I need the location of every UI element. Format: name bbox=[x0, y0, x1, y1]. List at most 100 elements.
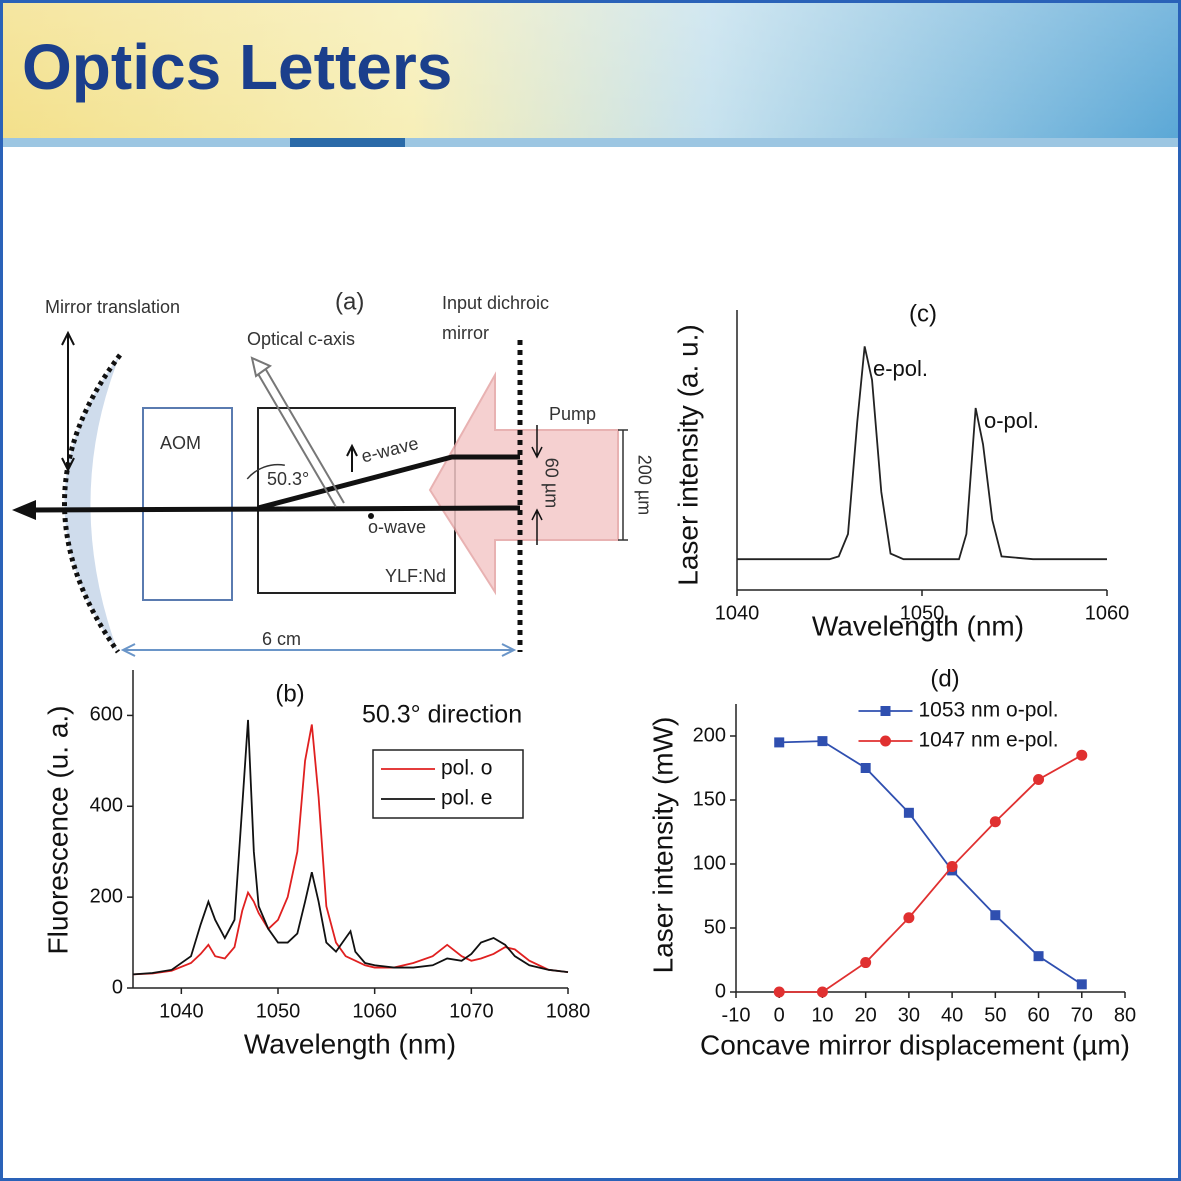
marker bbox=[1076, 749, 1088, 761]
y-tick-label: 0 bbox=[715, 980, 726, 1002]
input-mirror-label: mirror bbox=[442, 323, 489, 343]
legend-label: pol. e bbox=[441, 787, 492, 810]
y-axis-label: Fluorescence (u. a.) bbox=[42, 706, 73, 955]
c-axis-head bbox=[250, 356, 273, 378]
x-tick-label: 10 bbox=[811, 1004, 833, 1026]
x-tick-label: 1040 bbox=[715, 602, 760, 624]
beam-arrowhead bbox=[12, 500, 36, 520]
marker bbox=[1076, 979, 1087, 990]
translation-arrow bbox=[61, 330, 75, 473]
y-axis-label: Laser intensity (a. u.) bbox=[672, 324, 703, 585]
x-axis-label: Wavelength (nm) bbox=[244, 1028, 456, 1059]
marker bbox=[774, 737, 785, 748]
crystal-label: YLF:Nd bbox=[385, 566, 446, 586]
x-tick-label: 1060 bbox=[1085, 602, 1130, 624]
x-tick-label: 70 bbox=[1071, 1004, 1093, 1026]
marker bbox=[817, 736, 828, 747]
marker bbox=[816, 986, 828, 998]
x-tick-label: 1050 bbox=[900, 602, 945, 624]
x-tick-label: 20 bbox=[855, 1004, 877, 1026]
series-line bbox=[779, 740, 1083, 986]
pump-width-label: 200 µm bbox=[634, 455, 654, 515]
annotation: e-pol. bbox=[873, 356, 928, 381]
header-title: Optics Letters bbox=[22, 31, 452, 103]
legend-label: 1053 nm o-pol. bbox=[919, 699, 1059, 722]
e-beam bbox=[257, 454, 520, 511]
series-line bbox=[132, 719, 569, 976]
legend-marker bbox=[880, 735, 891, 747]
y-axis-label: Laser intensity (mW) bbox=[647, 717, 678, 974]
pump-arrow bbox=[428, 371, 619, 596]
x-axis-label: Concave mirror displacement (µm) bbox=[700, 1029, 1130, 1060]
series-line bbox=[132, 724, 569, 976]
marker bbox=[989, 816, 1001, 828]
marker bbox=[1033, 774, 1045, 786]
header-stripe-dark bbox=[290, 138, 405, 147]
x-tick-label: -10 bbox=[722, 1004, 751, 1026]
angle-label: 50.3° bbox=[267, 469, 309, 489]
series-line bbox=[779, 754, 1083, 993]
x-tick-label: 50 bbox=[984, 1004, 1006, 1026]
y-tick-label: 100 bbox=[693, 852, 726, 874]
pump-label: Pump bbox=[549, 404, 596, 424]
chart-title: (d) bbox=[930, 665, 959, 692]
x-tick-label: 1080 bbox=[546, 1000, 591, 1022]
x-tick-label: 1070 bbox=[449, 1000, 494, 1022]
marker bbox=[860, 763, 871, 773]
length-label: 6 cm bbox=[262, 629, 301, 649]
angle-arc bbox=[246, 463, 285, 480]
gap-arrows bbox=[531, 425, 543, 545]
diagram: (a) Mirror translation Optical c-axis In… bbox=[12, 288, 654, 657]
length-arrow bbox=[120, 643, 517, 657]
chart-title: (b) bbox=[275, 680, 304, 707]
x-axis-label: Wavelength (nm) bbox=[812, 610, 1024, 641]
legend-label: 1047 nm e-pol. bbox=[919, 729, 1059, 752]
y-tick-label: 0 bbox=[112, 976, 123, 998]
x-tick-label: 30 bbox=[898, 1004, 920, 1026]
gap-label: 60 µm bbox=[541, 458, 561, 508]
legend-marker bbox=[880, 706, 891, 716]
panel-label: (a) bbox=[335, 288, 364, 315]
o-dot bbox=[368, 513, 374, 519]
concave-mirror bbox=[64, 355, 120, 652]
o-wave-label: o-wave bbox=[368, 517, 426, 537]
e-wave-label: e-wave bbox=[359, 433, 420, 466]
o-beam bbox=[29, 505, 521, 513]
header-shade bbox=[0, 0, 1181, 140]
marker bbox=[946, 861, 958, 873]
y-tick-label: 600 bbox=[90, 704, 123, 726]
concave-mirror-edge bbox=[62, 353, 122, 654]
chart-title: (c) bbox=[909, 300, 937, 327]
marker bbox=[773, 986, 785, 998]
x-tick-label: 1050 bbox=[256, 1000, 301, 1022]
aom-label: AOM bbox=[160, 433, 201, 453]
e-arrow bbox=[346, 443, 358, 472]
marker bbox=[903, 912, 915, 924]
mirror-translation: Mirror translation bbox=[45, 297, 180, 317]
y-tick-label: 200 bbox=[693, 724, 726, 746]
c-axis-label: Optical c-axis bbox=[247, 329, 355, 349]
y-tick-label: 150 bbox=[693, 788, 726, 810]
y-tick-label: 400 bbox=[90, 795, 123, 817]
series-line bbox=[737, 346, 1107, 561]
marker bbox=[1033, 951, 1044, 962]
x-tick-label: 0 bbox=[774, 1004, 785, 1026]
y-tick-label: 50 bbox=[704, 916, 726, 938]
x-tick-label: 80 bbox=[1114, 1004, 1136, 1026]
annotation: 50.3° direction bbox=[362, 701, 522, 729]
header-stripe bbox=[0, 138, 1181, 147]
input-mirror-label: Input dichroic bbox=[442, 293, 549, 313]
legend-frame bbox=[372, 749, 524, 819]
aom-box bbox=[142, 407, 233, 601]
x-tick-label: 60 bbox=[1027, 1004, 1049, 1026]
marker bbox=[990, 910, 1001, 921]
x-tick-label: 1040 bbox=[159, 1000, 204, 1022]
pump-bracket bbox=[618, 429, 628, 541]
y-tick-label: 200 bbox=[90, 885, 123, 907]
marker bbox=[903, 807, 914, 818]
x-tick-label: 40 bbox=[941, 1004, 963, 1026]
c-axis bbox=[256, 367, 345, 508]
marker bbox=[860, 957, 872, 969]
